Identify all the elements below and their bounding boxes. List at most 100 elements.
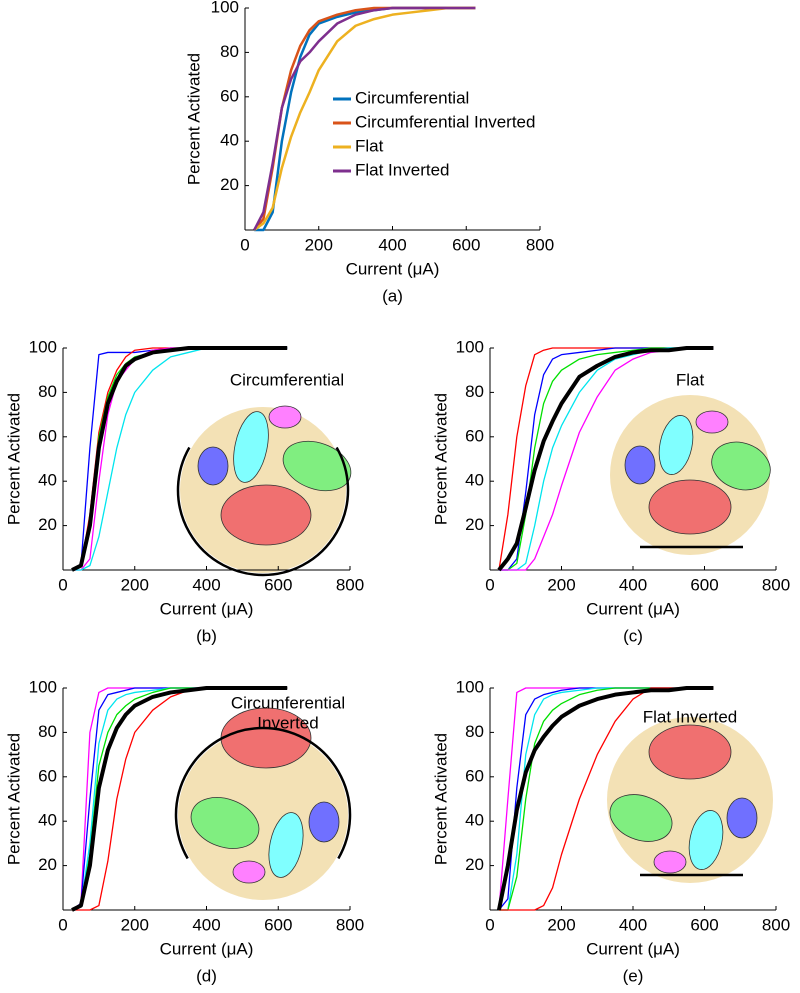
fascicle [609,794,673,842]
series-line [496,686,714,911]
y-tick-label: 60 [220,86,239,105]
y-tick-label: 100 [456,337,484,356]
x-tick-label: 400 [619,575,647,594]
x-tick-label: 600 [690,915,718,934]
fascicle [726,797,758,839]
nerve-diagram [176,405,352,577]
series-line [71,346,288,572]
fascicle [268,812,304,878]
fascicle [197,446,229,486]
x-tick-label: 200 [547,575,575,594]
y-tick-label: 100 [29,677,57,696]
y-tick-label: 80 [465,722,484,741]
y-tick-label: 60 [38,426,57,445]
nerve-diagram [607,717,773,883]
x-tick-label: 0 [485,575,494,594]
legend-label: Flat Inverted [355,160,450,179]
caption: (a) [382,286,403,305]
fascicle [711,441,771,491]
caption: (c) [623,626,643,645]
y-tick-label: 20 [220,175,239,194]
legend-label: Circumferential [355,88,469,107]
x-tick-label: 800 [336,575,364,594]
y-tick-label: 80 [38,382,57,401]
y-tick-label: 40 [220,131,239,150]
fascicle [688,810,724,870]
y-tick-label: 20 [38,515,57,534]
x-tick-label: 800 [762,575,790,594]
y-tick-label: 80 [220,42,239,61]
series-line [497,346,714,572]
x-tick-label: 0 [485,915,494,934]
x-tick-label: 400 [192,915,220,934]
fascicle [653,850,687,874]
y-tick-label: 40 [38,471,57,490]
nerve-diagram [174,707,352,900]
x-tick-label: 200 [121,575,149,594]
x-tick-label: 600 [690,575,718,594]
x-axis-label: Current (μA) [160,599,254,618]
fascicle [190,797,260,849]
x-tick-label: 0 [58,575,67,594]
fascicle [624,445,656,485]
annotation: Flat [676,370,705,389]
y-tick-label: 100 [456,677,484,696]
y-axis-label: Percent Activated [184,53,203,185]
x-tick-label: 400 [378,235,406,254]
x-tick-label: 800 [336,915,364,934]
x-tick-label: 600 [452,235,480,254]
fascicle [268,405,302,429]
electrode [176,446,350,577]
y-axis-label: Percent Activated [431,393,450,525]
series-line [71,686,288,912]
y-tick-label: 40 [465,811,484,830]
legend-label: Circumferential Inverted [355,112,535,131]
x-axis-label: Current (μA) [586,599,680,618]
x-tick-label: 400 [619,915,647,934]
annotation: Circumferential [231,693,345,712]
x-tick-label: 800 [526,235,554,254]
y-axis-label: Percent Activated [4,733,23,865]
y-axis-label: Percent Activated [4,393,23,525]
fascicle [232,860,266,884]
y-tick-label: 40 [465,471,484,490]
nerve-body [610,395,770,555]
fascicle [308,801,340,843]
caption: (e) [623,966,644,985]
fascicle [282,440,352,492]
caption: (b) [196,626,217,645]
fascicle [648,479,732,535]
x-axis-label: Current (μA) [160,939,254,958]
nerve-body [178,730,348,900]
y-tick-label: 60 [465,766,484,785]
x-tick-label: 200 [305,235,333,254]
y-tick-label: 100 [211,0,239,16]
x-tick-label: 600 [264,915,292,934]
y-axis-label: Percent Activated [431,733,450,865]
x-tick-label: 0 [58,915,67,934]
x-tick-label: 200 [547,915,575,934]
y-tick-label: 20 [465,855,484,874]
y-tick-label: 20 [38,855,57,874]
fascicle [220,484,312,546]
y-tick-label: 60 [465,426,484,445]
legend-label: Flat [355,136,384,155]
fascicle [233,411,269,483]
fascicle [658,415,694,475]
x-axis-label: Current (μA) [586,939,680,958]
electrode [174,726,352,860]
y-tick-label: 40 [38,811,57,830]
series-line [253,6,476,231]
y-tick-label: 100 [29,337,57,356]
annotation: Inverted [257,713,318,732]
x-tick-label: 0 [240,235,249,254]
x-tick-label: 600 [264,575,292,594]
fascicle [648,724,732,780]
x-tick-label: 800 [762,915,790,934]
y-tick-label: 60 [38,766,57,785]
annotation: Flat Inverted [643,707,738,726]
annotation: Circumferential [230,370,344,389]
fascicle [695,410,729,434]
y-tick-label: 20 [465,515,484,534]
